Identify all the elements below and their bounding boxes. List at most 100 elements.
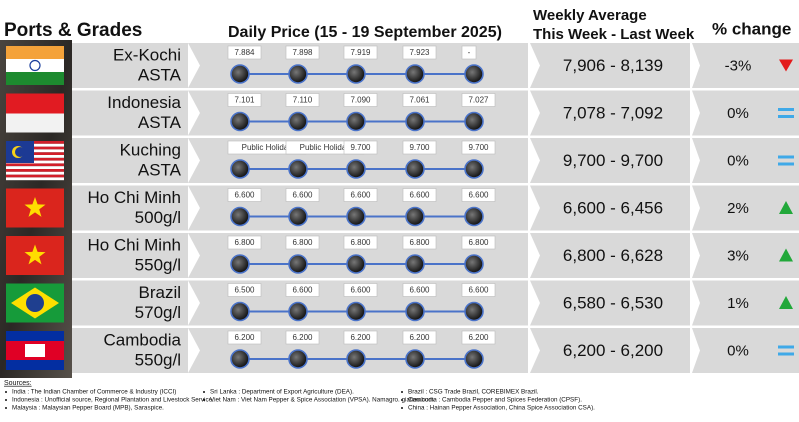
price-label: 9.700	[468, 143, 489, 152]
flag	[6, 155, 64, 158]
flag	[6, 169, 64, 172]
bullet	[5, 391, 7, 393]
name-cell	[72, 328, 188, 373]
price-dot	[230, 349, 250, 369]
port-name: Brazil	[138, 283, 181, 302]
price-dot	[230, 254, 250, 274]
source-line: India : The Indian Chamber of Commerce &…	[12, 389, 176, 396]
price-label: 7.884	[234, 48, 255, 57]
change-cell	[692, 328, 799, 373]
price-label: 6.600	[292, 191, 313, 200]
price-label: 6.800	[234, 238, 255, 247]
price-dot	[464, 349, 484, 369]
price-label: 6.800	[350, 238, 371, 247]
price-label-box	[402, 45, 437, 60]
price-label-box	[285, 283, 320, 297]
price-dot	[288, 64, 308, 84]
price-dot	[464, 301, 484, 322]
price-dot	[346, 159, 366, 179]
flag	[6, 46, 64, 59]
price-label: 6.600	[350, 286, 371, 295]
change: 2%	[727, 200, 749, 217]
price-label: 9.700	[409, 143, 430, 152]
name-cell	[72, 138, 188, 183]
price-label: 7.110	[293, 96, 313, 105]
price-label: 6.600	[234, 191, 255, 200]
price-dot	[230, 206, 250, 227]
sources: Sources: India : The Indian Chamber of Co…	[4, 380, 595, 412]
port-name: Kuching	[120, 140, 181, 159]
price-label-box	[285, 93, 320, 107]
weekly-cell	[530, 90, 690, 136]
price-label: 6.200	[468, 333, 489, 342]
price-label: 6.600	[292, 286, 313, 295]
header-weekly: Weekly Average	[533, 7, 647, 24]
price-label: 9.700	[350, 143, 371, 152]
flag	[6, 171, 64, 175]
price-label-box	[343, 283, 378, 297]
source-line: Indonesia : Unofficial source, Regional …	[12, 397, 214, 404]
price-label-box	[461, 235, 496, 250]
price-label-box	[285, 330, 320, 345]
price-label: 6.200	[350, 333, 371, 342]
price-label: 6.600	[409, 191, 430, 200]
flag	[15, 147, 25, 157]
flag	[6, 166, 64, 169]
price-label: 7.027	[468, 96, 489, 105]
name-cell	[72, 90, 188, 136]
weekly-cell	[530, 138, 690, 183]
name-cell	[72, 43, 188, 88]
bullet	[203, 391, 205, 393]
price-label: 6.800	[409, 238, 430, 247]
price-label-box	[402, 140, 437, 155]
flag	[29, 59, 41, 72]
price-label: 7.101	[234, 96, 255, 105]
trend-equal	[778, 162, 794, 166]
weekly-average: 7,906 - 8,139	[563, 56, 663, 75]
grade: ASTA	[138, 65, 182, 84]
trend-up	[779, 296, 793, 309]
price-label: -	[468, 48, 471, 57]
price-label-box	[402, 330, 437, 345]
bullet	[401, 391, 403, 393]
weekly-average: 6,600 - 6,456	[563, 198, 663, 217]
flag	[6, 146, 64, 150]
price-label: 7.090	[350, 96, 371, 105]
price-dot	[405, 159, 425, 179]
weekly-average: 9,700 - 9,700	[563, 151, 663, 170]
price-dot	[288, 301, 308, 322]
price-label: 6.200	[409, 333, 430, 342]
price-label-box	[402, 235, 437, 250]
change-cell	[692, 185, 799, 231]
flag	[6, 72, 64, 85]
price-label-box	[343, 93, 378, 107]
price-label-box	[461, 140, 496, 155]
sources-title: Sources:	[4, 380, 32, 387]
change-cell	[692, 43, 799, 88]
price-label-box	[285, 188, 320, 202]
header-weekly: This Week - Last Week	[533, 26, 695, 43]
price-dot	[288, 111, 308, 132]
price-label: 7.919	[350, 48, 371, 57]
price-dot	[464, 64, 484, 84]
price-label: Public Holiday	[300, 143, 351, 152]
price-label-box	[461, 45, 477, 60]
price-dot	[405, 254, 425, 274]
price-dot	[230, 64, 250, 84]
change: 0%	[727, 152, 749, 169]
price-dot	[230, 159, 250, 179]
weekly-average: 7,078 - 7,092	[563, 103, 663, 122]
port-name: Ho Chi Minh	[87, 235, 181, 254]
header-change: % change	[712, 19, 791, 38]
name-cell	[72, 280, 188, 326]
flag	[6, 152, 64, 155]
price-dot	[405, 301, 425, 322]
price-label-box	[227, 235, 262, 250]
port-name: Ex-Kochi	[113, 45, 181, 64]
weekly-cell	[530, 280, 690, 326]
price-dot	[346, 254, 366, 274]
